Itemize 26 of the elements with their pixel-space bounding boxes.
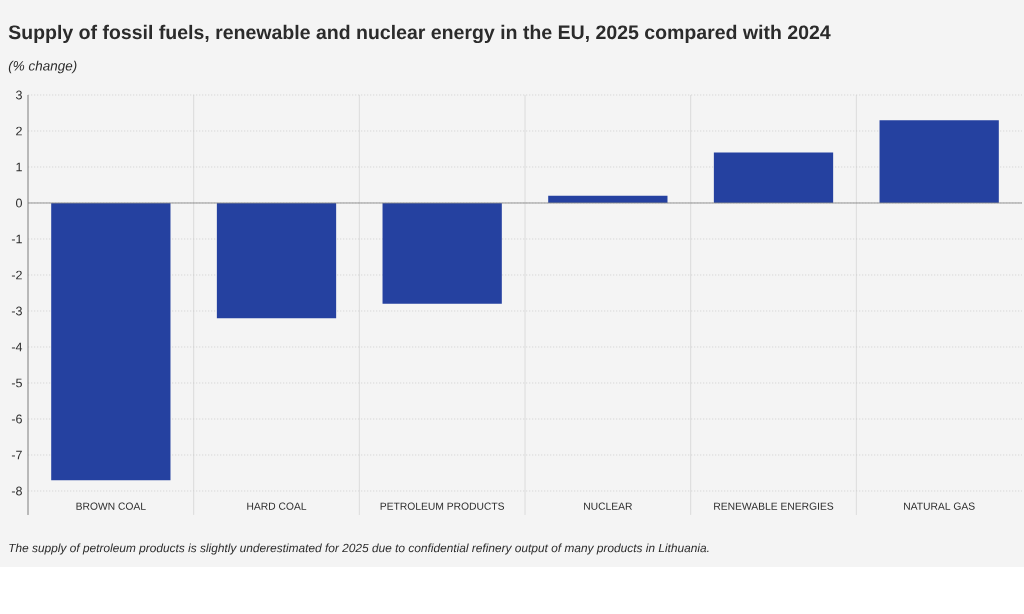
y-tick-label: -8 (11, 486, 22, 496)
bar (216, 203, 337, 319)
bar (51, 203, 171, 481)
y-tick-label: -7 (11, 450, 22, 460)
y-tick-label: 1 (16, 162, 22, 172)
y-tick-label: 2 (16, 126, 22, 136)
x-tick-label: HARD COAL (247, 502, 307, 510)
x-tick-label: PETROLEUM PRODUCTS (380, 502, 505, 510)
y-tick-label: 3 (15, 90, 22, 100)
bar (713, 152, 834, 203)
y-tick-label: -2 (11, 270, 22, 280)
x-tick-label: NATURAL GAS (904, 502, 975, 510)
bar (879, 120, 999, 203)
text: The supply of petroleum products is slightly underestimated for 2025 due to confidential refinery output of many products in Lithuania. (9, 543, 709, 555)
x-tick-label: BROWN COAL (76, 502, 146, 510)
chart-subtitle: (% change) (8, 60, 77, 74)
chart-title: Supply of fossil fuels, renewable and nuclear energy in the EU, 2025 compared with 2024 (8, 24, 831, 44)
bar (382, 203, 502, 304)
y-tick-label: -4 (11, 342, 23, 352)
x-tick-label: NUCLEAR (584, 502, 632, 510)
y-tick-label: -5 (11, 378, 22, 388)
y-tick-label: 0 (16, 198, 22, 208)
y-tick-label: -3 (11, 306, 22, 316)
y-tick-label: -6 (11, 414, 22, 424)
x-tick-label: RENEWABLE ENERGIES (714, 502, 834, 510)
y-tick-label: -1 (11, 234, 22, 244)
